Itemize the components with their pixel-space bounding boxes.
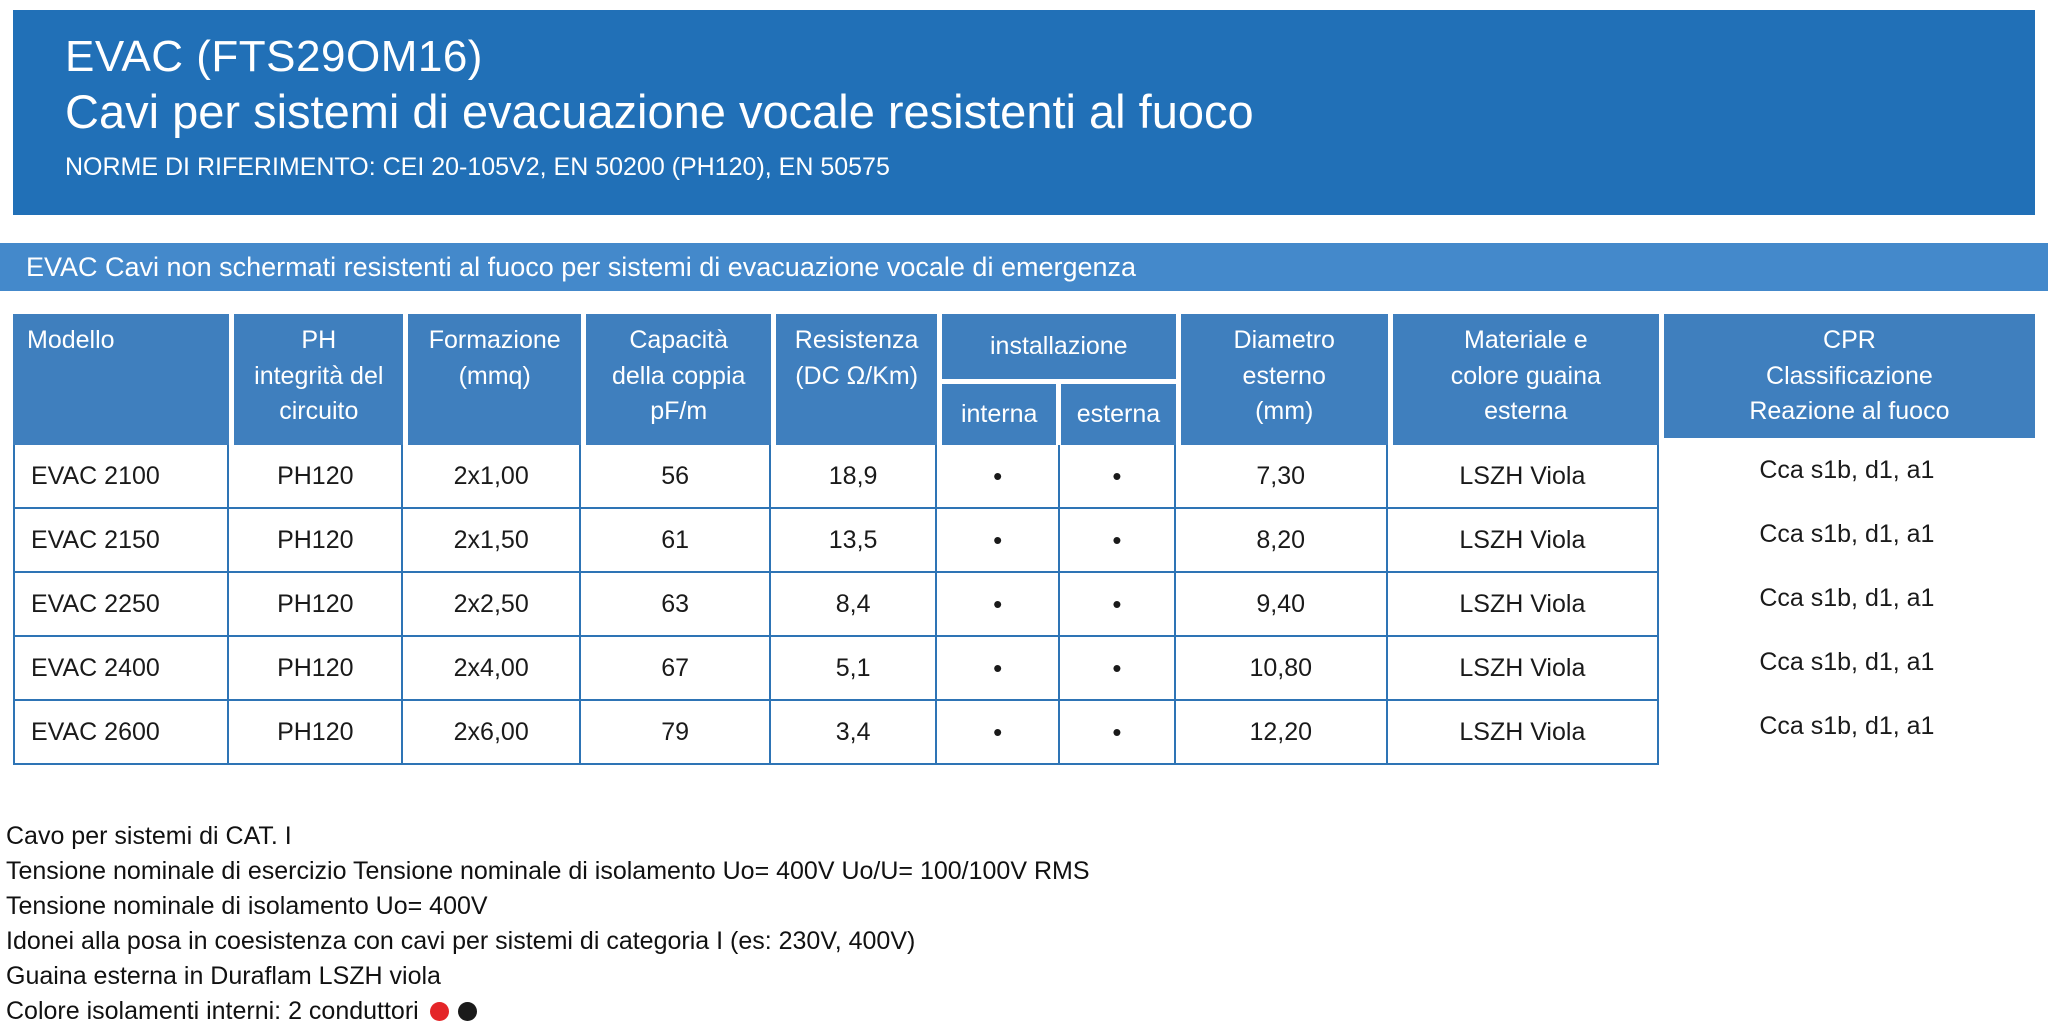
- cell-materiale: LSZH Viola: [1387, 445, 1659, 509]
- cell-ph: PH120: [229, 445, 404, 509]
- reference-norms: NORME DI RIFERIMENTO: CEI 20-105V2, EN 5…: [65, 153, 890, 182]
- cell-diametro: 7,30: [1175, 445, 1388, 509]
- note-line: Tensione nominale di esercizio Tensione …: [6, 857, 1090, 885]
- section-banner: EVAC Cavi non schermati resistenti al fu…: [0, 243, 2048, 291]
- cell-cpr: Cca s1b, d1, a1: [1658, 566, 2035, 630]
- conductor-black-dot-icon: [457, 1002, 477, 1021]
- cell-resistenza: 13,5: [771, 509, 938, 573]
- cell-capacita: 79: [581, 701, 772, 765]
- column-header-esterna: esterna: [1056, 383, 1175, 445]
- cell-formazione: 2x6,00: [403, 701, 582, 765]
- column-header-interna: interna: [960, 399, 1038, 428]
- installazione-subheaders: interna esterna: [942, 378, 1176, 445]
- note-line: Guaina esterna in Duraflam LSZH viola: [6, 962, 441, 990]
- product-description-title: Cavi per sistemi di evacuazione vocale r…: [65, 84, 1254, 138]
- cell-esterna-bullet: •: [1060, 701, 1176, 765]
- cell-formazione: 2x4,00: [403, 637, 582, 701]
- cell-resistenza: 18,9: [771, 445, 938, 509]
- cell-ph: PH120: [229, 701, 404, 765]
- cell-interna-bullet: •: [937, 509, 1061, 573]
- cell-modello: EVAC 2150: [13, 509, 230, 573]
- spec-table: Modello PH integrità del circuito Formaz…: [13, 314, 2035, 765]
- cell-cpr: Cca s1b, d1, a1: [1658, 694, 2035, 758]
- column-header-diametro: Diametro esterno (mm): [1175, 314, 1388, 445]
- cell-interna-bullet: •: [937, 573, 1061, 637]
- table-header-row: Modello PH integrità del circuito Formaz…: [13, 314, 2035, 445]
- datasheet-page: EVAC (FTS29OM16) Cavi per sistemi di eva…: [0, 10, 2048, 1029]
- cell-diametro: 9,40: [1175, 573, 1388, 637]
- cell-ph: PH120: [229, 509, 404, 573]
- product-code-title: EVAC (FTS29OM16): [65, 32, 483, 81]
- cell-ph: PH120: [229, 573, 404, 637]
- cell-materiale: LSZH Viola: [1387, 573, 1659, 637]
- cell-formazione: 2x1,00: [403, 445, 582, 509]
- cell-modello: EVAC 2400: [13, 637, 230, 701]
- cell-ph: PH120: [229, 637, 404, 701]
- cell-capacita: 56: [581, 445, 772, 509]
- cell-esterna-bullet: •: [1060, 509, 1176, 573]
- cell-esterna-bullet: •: [1060, 637, 1176, 701]
- column-header-ph: PH integrità del circuito: [229, 314, 404, 445]
- conductor-red-dot-icon: [429, 1002, 449, 1021]
- column-header-materiale: Materiale e colore guaina esterna: [1387, 314, 1659, 445]
- cell-modello: EVAC 2600: [13, 701, 230, 765]
- cell-interna-bullet: •: [937, 701, 1061, 765]
- cell-capacita: 63: [581, 573, 772, 637]
- column-header-installazione: installazione: [990, 331, 1128, 360]
- cell-formazione: 2x2,50: [403, 573, 582, 637]
- cell-diametro: 10,80: [1175, 637, 1388, 701]
- section-banner-text: EVAC Cavi non schermati resistenti al fu…: [26, 251, 1137, 282]
- cell-diametro: 8,20: [1175, 509, 1388, 573]
- cell-resistenza: 3,4: [771, 701, 938, 765]
- cell-resistenza: 5,1: [771, 637, 938, 701]
- notes: Cavo per sistemi di CAT. I Tensione nomi…: [6, 819, 2048, 1029]
- table-row: EVAC 2100 PH120 2x1,00 56 18,9 • • 7,30 …: [13, 438, 2035, 509]
- cell-modello: EVAC 2250: [13, 573, 230, 637]
- cell-capacita: 67: [581, 637, 772, 701]
- column-header-formazione: Formazione (mmq): [403, 314, 582, 445]
- cell-interna-bullet: •: [937, 637, 1061, 701]
- table-row: EVAC 2250 PH120 2x2,50 63 8,4 • • 9,40 L…: [13, 566, 2035, 637]
- column-header-capacita: Capacità della coppia pF/m: [581, 314, 772, 445]
- cell-capacita: 61: [581, 509, 772, 573]
- cell-materiale: LSZH Viola: [1387, 509, 1659, 573]
- cell-diametro: 12,20: [1175, 701, 1388, 765]
- cell-modello: EVAC 2100: [13, 445, 230, 509]
- cell-cpr: Cca s1b, d1, a1: [1658, 438, 2035, 502]
- table-row: EVAC 2600 PH120 2x6,00 79 3,4 • • 12,20 …: [13, 694, 2035, 765]
- cell-cpr: Cca s1b, d1, a1: [1658, 630, 2035, 694]
- note-line: Tensione nominale di isolamento Uo= 400V: [6, 892, 488, 920]
- cell-resistenza: 8,4: [771, 573, 938, 637]
- conductor-color-legend-label: Colore isolamenti interni: 2 conduttori: [6, 997, 419, 1025]
- cell-materiale: LSZH Viola: [1387, 701, 1659, 765]
- cell-formazione: 2x1,50: [403, 509, 582, 573]
- cell-interna-bullet: •: [937, 445, 1061, 509]
- note-line: Cavo per sistemi di CAT. I: [6, 822, 292, 850]
- table-body: EVAC 2100 PH120 2x1,00 56 18,9 • • 7,30 …: [13, 438, 2035, 765]
- column-header-resistenza: Resistenza (DC Ω/Km): [771, 314, 938, 445]
- column-header-cpr: CPR Classificazione Reazione al fuoco: [1658, 314, 2035, 445]
- cell-esterna-bullet: •: [1060, 445, 1176, 509]
- note-line: Idonei alla posa in coesistenza con cavi…: [6, 927, 916, 955]
- header-banner: EVAC (FTS29OM16) Cavi per sistemi di eva…: [13, 10, 2035, 215]
- cell-materiale: LSZH Viola: [1387, 637, 1659, 701]
- column-header-installazione-group: installazione interna esterna: [937, 314, 1176, 445]
- table-row: EVAC 2400 PH120 2x4,00 67 5,1 • • 10,80 …: [13, 630, 2035, 701]
- column-header-modello: Modello: [13, 314, 230, 445]
- cell-cpr: Cca s1b, d1, a1: [1658, 502, 2035, 566]
- table-row: EVAC 2150 PH120 2x1,50 61 13,5 • • 8,20 …: [13, 502, 2035, 573]
- conductor-color-legend: Colore isolamenti interni: 2 conduttori: [6, 994, 2048, 1029]
- cell-esterna-bullet: •: [1060, 573, 1176, 637]
